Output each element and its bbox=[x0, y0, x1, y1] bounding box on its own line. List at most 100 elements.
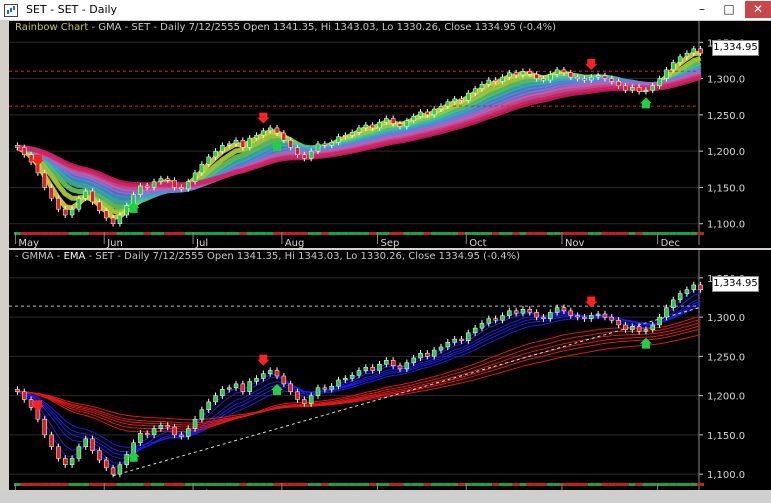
down-candle bbox=[541, 78, 546, 81]
volume-strip-cell bbox=[362, 232, 370, 235]
up-candle bbox=[185, 181, 191, 190]
volume-strip-cell bbox=[464, 232, 472, 235]
up-candle bbox=[657, 78, 662, 87]
up-candle bbox=[650, 85, 656, 91]
volume-strip-cell bbox=[622, 483, 629, 486]
down-candle bbox=[397, 123, 403, 127]
down-candle bbox=[62, 458, 68, 465]
volume-strip-cell bbox=[232, 232, 240, 235]
down-candle bbox=[103, 459, 109, 469]
up-candle bbox=[158, 178, 164, 182]
month-label: Aug bbox=[285, 489, 305, 490]
volume-strip-cell bbox=[184, 483, 192, 486]
volume-strip-cell bbox=[287, 483, 295, 486]
volume-strip-cell bbox=[109, 232, 117, 235]
volume-strip-cell bbox=[423, 232, 431, 235]
window-titlebar: SET - SET - Daily – □ ✕ bbox=[0, 0, 771, 21]
volume-strip-cell bbox=[410, 232, 418, 235]
up-candle bbox=[138, 433, 143, 443]
up-candle bbox=[261, 130, 266, 136]
down-candle bbox=[172, 179, 177, 188]
sell-arrow-icon bbox=[257, 112, 270, 124]
down-candle bbox=[322, 387, 328, 390]
volume-strip-cell bbox=[444, 232, 452, 235]
maximize-button[interactable]: □ bbox=[723, 2, 735, 16]
volume-strip-cell bbox=[266, 232, 274, 235]
up-candle bbox=[411, 116, 416, 121]
up-candle bbox=[486, 318, 492, 324]
up-candle bbox=[267, 127, 273, 132]
volume-strip-cell bbox=[294, 483, 301, 486]
volume-strip-cell bbox=[690, 483, 698, 486]
gmma-long-ema-line bbox=[17, 328, 701, 424]
volume-strip-cell bbox=[663, 483, 670, 486]
down-candle bbox=[561, 307, 567, 312]
up-candle bbox=[691, 284, 697, 290]
volume-strip-cell bbox=[123, 232, 131, 235]
volume-strip-cell bbox=[61, 483, 69, 486]
volume-strip-cell bbox=[198, 483, 206, 486]
up-candle bbox=[664, 69, 669, 79]
down-candle bbox=[240, 140, 246, 148]
up-candle bbox=[377, 121, 382, 129]
up-candle bbox=[431, 349, 437, 357]
volume-strip-cell bbox=[246, 232, 254, 235]
volume-strip-cell bbox=[102, 483, 110, 486]
down-candle bbox=[322, 143, 328, 146]
volume-strip-cell bbox=[150, 232, 158, 235]
down-candle bbox=[97, 201, 102, 211]
rainbow-chart-canvas[interactable]: 1,350.01,300.01,250.01,200.01,150.01,100… bbox=[9, 21, 771, 248]
up-candle bbox=[677, 56, 683, 63]
volume-strip-cell bbox=[376, 232, 383, 235]
down-candle bbox=[370, 124, 375, 129]
rainbow-chart-panel[interactable]: 1,350.01,300.01,250.01,200.01,150.01,100… bbox=[9, 21, 771, 248]
gmma-chart-panel[interactable]: 1,350.01,300.01,250.01,200.01,150.01,100… bbox=[9, 250, 771, 490]
volume-strip-cell bbox=[75, 483, 83, 486]
volume-strip-cell bbox=[191, 232, 199, 235]
up-candle bbox=[220, 145, 225, 152]
volume-strip-cell bbox=[157, 483, 165, 486]
volume-strip-cell bbox=[34, 483, 42, 486]
volume-strip-cell bbox=[499, 232, 506, 235]
volume-strip-cell bbox=[396, 483, 404, 486]
volume-strip-cell bbox=[669, 483, 677, 486]
up-candle bbox=[384, 360, 389, 365]
volume-strip-cell bbox=[171, 483, 178, 486]
down-candle bbox=[110, 467, 116, 475]
down-candle bbox=[302, 154, 307, 159]
up-candle bbox=[684, 289, 690, 294]
buy-arrow-icon bbox=[271, 383, 284, 395]
gmma-chart-canvas[interactable]: 1,350.01,300.01,250.01,200.01,150.01,100… bbox=[9, 250, 771, 490]
close-button[interactable]: ✕ bbox=[745, 1, 771, 18]
up-candle bbox=[308, 395, 314, 404]
gmma-long-ema-line bbox=[17, 315, 701, 433]
volume-strip-cell bbox=[683, 232, 691, 235]
buy-arrow-icon bbox=[271, 140, 284, 152]
volume-strip-cell bbox=[533, 232, 541, 235]
volume-strip-cell bbox=[89, 232, 96, 235]
volume-strip-cell bbox=[95, 483, 103, 486]
volume-strip-cell bbox=[567, 232, 575, 235]
sell-arrow-icon bbox=[585, 296, 598, 308]
volume-strip-cell bbox=[321, 483, 329, 486]
volume-strip-cell bbox=[635, 483, 643, 486]
down-candle bbox=[28, 399, 34, 408]
volume-strip-cell bbox=[321, 232, 329, 235]
up-candle bbox=[315, 387, 321, 396]
up-candle bbox=[356, 127, 362, 133]
minimize-button[interactable]: – bbox=[699, 2, 705, 16]
volume-strip-cell bbox=[628, 483, 636, 486]
down-candle bbox=[623, 85, 628, 91]
volume-strip-cell bbox=[430, 232, 438, 235]
volume-strip-cell bbox=[27, 232, 35, 235]
up-candle bbox=[643, 329, 649, 332]
down-candle bbox=[288, 383, 293, 392]
volume-strip-cell bbox=[68, 483, 76, 486]
volume-strip-cell bbox=[116, 483, 124, 486]
y-axis-tick-label: 1,150.0 bbox=[707, 431, 745, 442]
horizontal-scrollbar[interactable] bbox=[0, 490, 771, 503]
volume-strip-cell bbox=[649, 232, 657, 235]
volume-strip-cell bbox=[212, 232, 219, 235]
volume-strip-cell bbox=[499, 483, 506, 486]
volume-strip-cell bbox=[164, 232, 172, 235]
